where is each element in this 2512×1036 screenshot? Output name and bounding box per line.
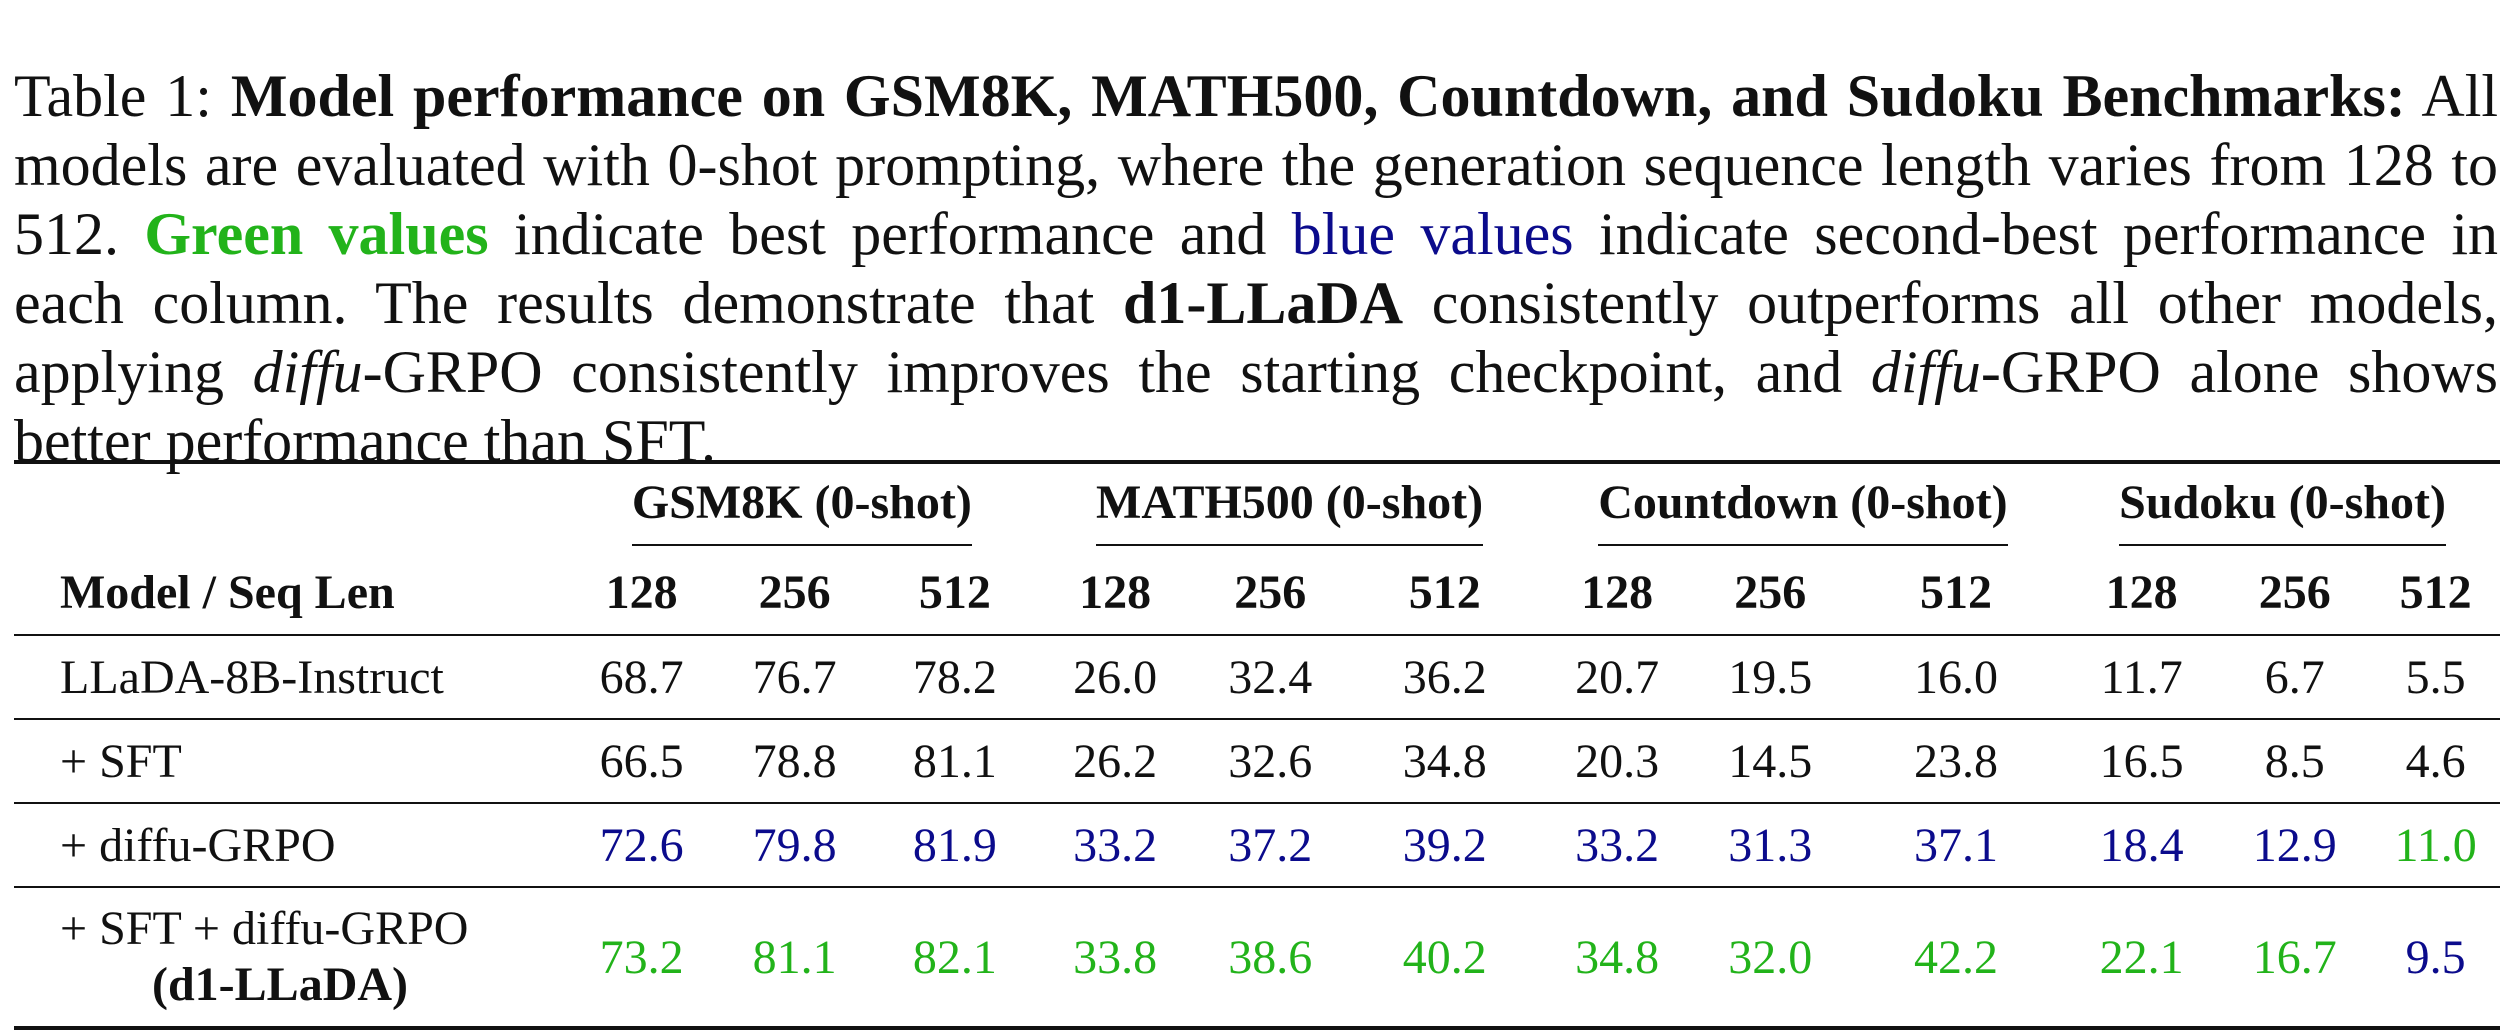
table-row: LLaDA-8B-Instruct 68.7 76.7 78.2 26.0 32… [14,635,2500,720]
score-cell: 78.2 [871,635,1039,720]
model-column-header: Model / Seq Len [14,550,566,636]
score-cell: 76.7 [718,635,872,720]
model-name-cell: + SFT + diffu-GRPO (d1-LLaDA) [14,887,566,1030]
caption-text-4: consistently outperforms all other model… [14,270,2498,405]
score-cell: 16.0 [1846,635,2066,720]
score-cell: 81.1 [871,719,1039,804]
model-name-cell: LLaDA-8B-Instruct [14,635,566,720]
score-cell-second-best: 33.2 [1540,803,1694,888]
seq-len-header: 256 [718,550,872,636]
score-cell-second-best: 18.4 [2065,803,2219,888]
score-cell-best: 33.8 [1038,887,1192,1030]
seq-len-header: 256 [1693,550,1847,636]
score-cell-second-best: 72.6 [565,803,719,888]
caption-green-phrase: Green values [144,201,489,267]
seq-len-header: 512 [871,550,1039,636]
score-cell: 26.2 [1038,719,1192,804]
seq-len-header: 512 [2371,550,2500,636]
score-cell: 32.4 [1191,635,1349,720]
seq-len-header: 256 [1191,550,1349,636]
score-cell-second-best: 12.9 [2218,803,2372,888]
table-caption: Table 1: Model performance on GSM8K, MAT… [14,62,2498,476]
score-cell: 14.5 [1693,719,1847,804]
benchmark-header-row: GSM8K (0-shot) MATH500 (0-shot) Countdow… [14,460,2500,550]
caption-text-2: indicate best performance and [513,201,1267,267]
benchmark-header-countdown: Countdown (0-shot) [1540,460,2066,550]
caption-title: Model performance on GSM8K, MATH500, Cou… [230,63,2406,129]
table-row: + SFT + diffu-GRPO (d1-LLaDA) 73.2 81.1 … [14,887,2500,1030]
header-spacer [14,460,566,550]
score-cell-best: 82.1 [871,887,1039,1030]
caption-text-5: -GRPO consistently improves the starting… [362,339,1843,405]
score-cell: 34.8 [1348,719,1541,804]
model-name-line-1: + SFT + diffu-GRPO [60,902,469,955]
score-cell-second-best: 33.2 [1038,803,1192,888]
score-cell: 32.6 [1191,719,1349,804]
model-name-cell: + SFT [14,719,566,804]
score-cell-best: 22.1 [2065,887,2219,1030]
caption-text-3: indicate second-best performance in each… [14,201,2499,336]
score-cell: 78.8 [718,719,872,804]
score-cell-second-best: 37.1 [1846,803,2066,888]
score-cell: 36.2 [1348,635,1541,720]
seq-len-header: 256 [2218,550,2372,636]
score-cell-best: 11.0 [2371,803,2500,888]
caption-text-1: All models are evaluated with 0-shot pro… [14,63,2499,267]
score-cell-second-best: 9.5 [2371,887,2500,1030]
score-cell-best: 73.2 [565,887,719,1030]
benchmark-header-gsm8k: GSM8K (0-shot) [565,460,1039,550]
caption-label: Table 1: [14,63,212,129]
score-cell-best: 42.2 [1846,887,2066,1030]
caption-diffu-2: diffu [1870,339,1981,405]
score-cell-second-best: 39.2 [1348,803,1541,888]
score-cell-best: 81.1 [718,887,872,1030]
seq-len-header-row: Model / Seq Len 128 256 512 128 256 512 … [14,550,2500,636]
score-cell: 4.6 [2371,719,2500,804]
score-cell: 11.7 [2065,635,2219,720]
score-cell: 66.5 [565,719,719,804]
score-cell-best: 38.6 [1191,887,1349,1030]
seq-len-header: 128 [1038,550,1192,636]
table-row: + SFT 66.5 78.8 81.1 26.2 32.6 34.8 20.3… [14,719,2500,804]
score-cell: 16.5 [2065,719,2219,804]
score-cell: 6.7 [2218,635,2372,720]
benchmark-header-sudoku: Sudoku (0-shot) [2065,460,2500,550]
model-name-line-2: (d1-LLaDA) [152,958,409,1011]
score-cell: 5.5 [2371,635,2500,720]
caption-model-name: d1-LLaDA [1123,270,1404,336]
score-cell-best: 40.2 [1348,887,1541,1030]
caption-diffu-1: diffu [252,339,363,405]
seq-len-header: 512 [1348,550,1541,636]
results-table: GSM8K (0-shot) MATH500 (0-shot) Countdow… [14,460,2500,1030]
score-cell-best: 34.8 [1540,887,1694,1030]
score-cell-best: 16.7 [2218,887,2372,1030]
benchmark-header-math500: MATH500 (0-shot) [1038,460,1541,550]
caption-blue-phrase: blue values [1291,201,1574,267]
score-cell: 68.7 [565,635,719,720]
seq-len-header: 128 [1540,550,1694,636]
seq-len-header: 128 [565,550,719,636]
score-cell: 19.5 [1693,635,1847,720]
score-cell: 8.5 [2218,719,2372,804]
score-cell-second-best: 37.2 [1191,803,1349,888]
score-cell-second-best: 31.3 [1693,803,1847,888]
model-name-cell: + diffu-GRPO [14,803,566,888]
table-row: + diffu-GRPO 72.6 79.8 81.9 33.2 37.2 39… [14,803,2500,888]
score-cell: 23.8 [1846,719,2066,804]
score-cell: 26.0 [1038,635,1192,720]
score-cell: 20.3 [1540,719,1694,804]
score-cell: 20.7 [1540,635,1694,720]
score-cell-second-best: 81.9 [871,803,1039,888]
seq-len-header: 512 [1846,550,2066,636]
score-cell-best: 32.0 [1693,887,1847,1030]
score-cell-second-best: 79.8 [718,803,872,888]
seq-len-header: 128 [2065,550,2219,636]
